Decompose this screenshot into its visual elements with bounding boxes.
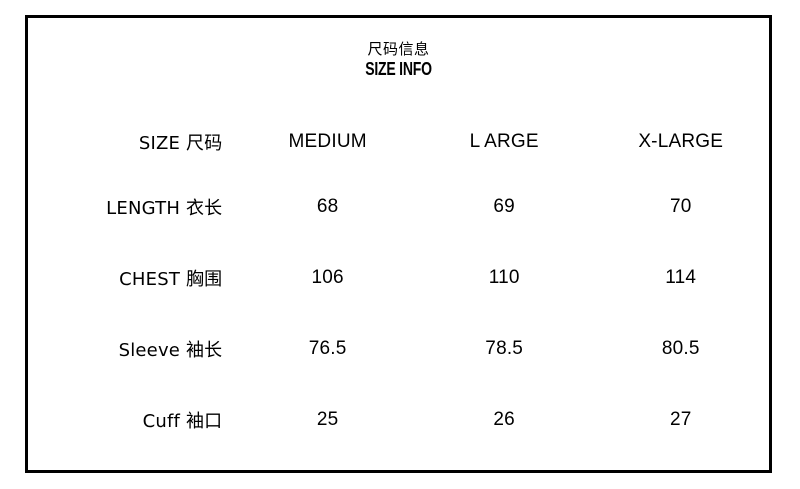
title-block: 尺码信息 SIZE INFO	[28, 40, 769, 79]
row-label-sleeve: Sleeve 袖长	[118, 339, 223, 361]
table-row: LENGTH 衣长 68 69 70	[28, 171, 769, 242]
title-english: SIZE INFO	[365, 59, 432, 79]
title-chinese: 尺码信息	[367, 40, 430, 58]
cell-cuff-large: 26	[493, 408, 515, 430]
column-header-medium: MEDIUM	[288, 131, 367, 152]
table-row: Sleeve 袖长 76.5 78.5 80.5	[28, 313, 769, 384]
table-header-row: SIZE 尺码 MEDIUM L ARGE X-LARGE	[28, 113, 769, 171]
row-label-chest: CHEST 胸围	[119, 268, 223, 290]
cell-cuff-medium: 25	[316, 408, 339, 430]
row-label-length: LENGTH 衣长	[106, 197, 223, 219]
cell-cuff-x-large: 27	[669, 408, 692, 430]
column-header-x-large: X-LARGE	[638, 131, 724, 152]
cell-chest-medium: 106	[311, 266, 344, 288]
cell-chest-large: 110	[488, 266, 520, 288]
row-label-cuff: Cuff 袖口	[142, 410, 223, 432]
cell-length-large: 69	[493, 195, 515, 217]
cell-length-x-large: 70	[669, 195, 692, 217]
table-body: LENGTH 衣长 68 69 70 CHEST 胸围 106 110 114 …	[28, 171, 769, 455]
table-row: CHEST 胸围 106 110 114	[28, 242, 769, 313]
column-header-large: L ARGE	[469, 131, 539, 152]
table-header: SIZE 尺码 MEDIUM L ARGE X-LARGE	[28, 113, 769, 171]
size-info-table: SIZE 尺码 MEDIUM L ARGE X-LARGE LENGTH 衣长 …	[28, 113, 769, 455]
table-row: Cuff 袖口 25 26 27	[28, 384, 769, 455]
size-info-card: 尺码信息 SIZE INFO SIZE 尺码 MEDIUM L ARGE X-L…	[25, 15, 772, 473]
cell-sleeve-medium: 76.5	[308, 337, 347, 359]
cell-sleeve-x-large: 80.5	[661, 337, 700, 359]
cell-chest-x-large: 114	[665, 266, 697, 288]
cell-length-medium: 68	[316, 195, 339, 217]
column-header-size-label: SIZE 尺码	[138, 133, 223, 154]
cell-sleeve-large: 78.5	[485, 337, 524, 359]
